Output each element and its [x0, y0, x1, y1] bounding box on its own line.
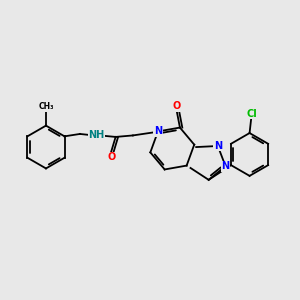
Text: N: N [214, 141, 222, 151]
Text: Cl: Cl [247, 109, 257, 119]
Text: CH₃: CH₃ [38, 102, 54, 111]
Text: NH: NH [88, 130, 104, 140]
Text: N: N [154, 126, 162, 136]
Text: N: N [221, 161, 230, 171]
Text: O: O [107, 152, 115, 162]
Text: O: O [173, 101, 181, 111]
